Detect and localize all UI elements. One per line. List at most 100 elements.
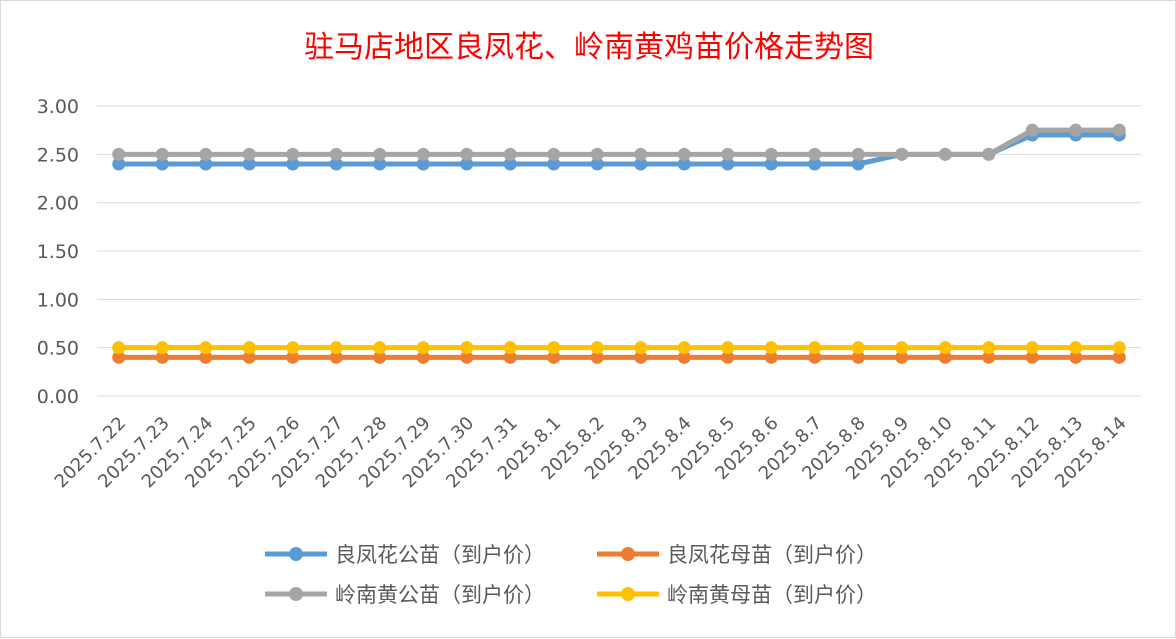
legend-item: 良凤花母苗（到户价） <box>597 543 877 567</box>
data-point <box>895 350 909 364</box>
series-4 <box>112 341 1126 355</box>
data-point <box>1112 341 1126 355</box>
data-point <box>373 341 387 355</box>
data-point <box>329 157 343 171</box>
data-point <box>460 147 474 161</box>
data-point <box>721 341 735 355</box>
y-tick-label: 1.00 <box>37 289 79 311</box>
data-point <box>460 157 474 171</box>
legend: 良凤花公苗（到户价） 良凤花母苗（到户价） 岭南黄公苗（到户价） 岭南黄母苗（到户价） <box>265 543 877 607</box>
data-point <box>938 147 952 161</box>
legend-item: 岭南黄公苗（到户价） <box>265 583 545 607</box>
data-point <box>851 157 865 171</box>
data-point <box>155 147 169 161</box>
data-point <box>1025 341 1039 355</box>
data-point <box>1025 123 1039 137</box>
y-tick-label: 2.00 <box>37 193 79 215</box>
data-point <box>938 341 952 355</box>
data-point <box>1112 123 1126 137</box>
legend-label: 良凤花公苗（到户价） <box>335 543 545 567</box>
data-point <box>982 350 996 364</box>
data-point <box>721 350 735 364</box>
legend-swatch-marker <box>289 547 303 561</box>
data-point <box>677 341 691 355</box>
data-point <box>416 157 430 171</box>
y-tick-label: 2.50 <box>37 144 79 166</box>
data-point <box>982 147 996 161</box>
data-point <box>590 341 604 355</box>
data-point <box>808 350 822 364</box>
data-point <box>242 341 256 355</box>
data-point <box>677 350 691 364</box>
data-point <box>286 350 300 364</box>
data-point <box>1025 350 1039 364</box>
data-point <box>286 341 300 355</box>
data-point <box>286 147 300 161</box>
series-3 <box>112 123 1126 161</box>
y-tick-label: 0.50 <box>37 338 79 360</box>
data-point <box>155 350 169 364</box>
data-point <box>764 350 778 364</box>
legend-item: 岭南黄母苗（到户价） <box>597 583 877 607</box>
data-point <box>112 147 126 161</box>
series-line <box>118 132 1120 167</box>
data-point <box>677 157 691 171</box>
data-point <box>982 341 996 355</box>
data-point <box>721 147 735 161</box>
legend-swatch-marker <box>289 587 303 601</box>
data-point <box>634 147 648 161</box>
data-point <box>938 350 952 364</box>
data-point <box>286 157 300 171</box>
data-point <box>242 157 256 171</box>
data-point <box>503 157 517 171</box>
legend-swatch-marker <box>621 587 635 601</box>
legend-swatch-marker <box>621 547 635 561</box>
data-point <box>547 147 561 161</box>
data-point <box>373 350 387 364</box>
data-point <box>199 157 213 171</box>
data-point <box>460 350 474 364</box>
data-point <box>895 147 909 161</box>
data-point <box>590 157 604 171</box>
data-point <box>242 147 256 161</box>
data-point <box>199 341 213 355</box>
data-point <box>808 147 822 161</box>
legend-item: 良凤花公苗（到户价） <box>265 543 545 567</box>
data-point <box>416 350 430 364</box>
data-point <box>416 147 430 161</box>
data-point <box>503 350 517 364</box>
data-point <box>112 157 126 171</box>
grid-lines <box>97 105 1141 397</box>
data-point <box>895 341 909 355</box>
data-point <box>112 350 126 364</box>
y-tick-label: 3.00 <box>37 96 79 118</box>
data-point <box>634 350 648 364</box>
legend-label: 良凤花母苗（到户价） <box>667 543 877 567</box>
legend-label: 岭南黄公苗（到户价） <box>335 583 545 607</box>
data-point <box>547 157 561 171</box>
data-point <box>1069 341 1083 355</box>
data-point <box>503 341 517 355</box>
data-point <box>503 147 517 161</box>
data-point <box>634 341 648 355</box>
data-point <box>242 350 256 364</box>
x-axis: 2025.7.222025.7.232025.7.242025.7.252025… <box>51 413 1131 493</box>
data-point <box>460 341 474 355</box>
series-group <box>112 123 1126 364</box>
data-point <box>851 147 865 161</box>
data-point <box>373 157 387 171</box>
data-point <box>373 147 387 161</box>
data-point <box>329 350 343 364</box>
data-point <box>155 341 169 355</box>
y-axis: 0.00 0.50 1.00 1.50 2.00 2.50 3.00 <box>37 96 79 408</box>
data-point <box>764 341 778 355</box>
data-point <box>1069 350 1083 364</box>
data-point <box>329 147 343 161</box>
data-point <box>808 157 822 171</box>
data-point <box>764 147 778 161</box>
y-tick-label: 1.50 <box>37 241 79 263</box>
data-point <box>1112 350 1126 364</box>
data-point <box>1069 123 1083 137</box>
